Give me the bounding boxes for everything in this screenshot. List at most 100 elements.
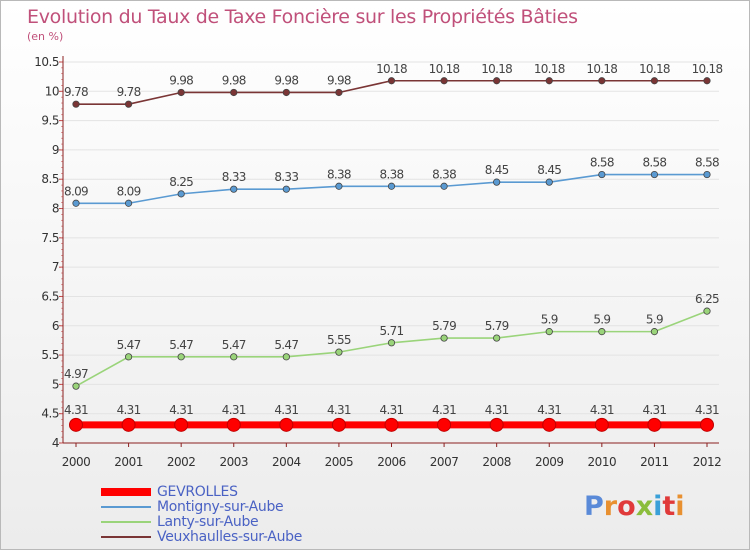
data-point: [650, 77, 659, 85]
data-label: 4.31: [222, 403, 246, 417]
y-tick-label: 10: [45, 84, 59, 98]
x-tick-label: 2002: [167, 455, 196, 469]
data-label: 5.47: [169, 338, 193, 352]
x-tick-label: 2003: [219, 455, 248, 469]
data-label: 10.18: [376, 62, 407, 76]
data-point: [177, 353, 185, 361]
data-label: 5.9: [593, 313, 610, 327]
data-point: [282, 353, 290, 361]
data-point: [650, 170, 659, 179]
data-point: [437, 417, 452, 432]
data-label: 4.31: [695, 403, 719, 417]
data-point: [282, 185, 290, 193]
data-label: 8.38: [380, 167, 404, 181]
data-label: 5.47: [274, 338, 298, 352]
data-point: [647, 417, 662, 432]
data-label: 4.31: [169, 403, 193, 417]
data-label: 4.31: [64, 403, 88, 417]
data-label: 8.25: [169, 175, 193, 189]
x-tick-label: 2007: [430, 455, 459, 469]
y-tick-label: 5.5: [41, 348, 59, 362]
y-tick-label: 7: [52, 260, 59, 274]
data-point: [226, 417, 241, 432]
data-label: 8.33: [222, 170, 246, 184]
chart-title: Evolution du Taux de Taxe Foncière sur l…: [27, 6, 578, 28]
data-point: [124, 100, 133, 108]
data-label: 5.79: [432, 319, 456, 333]
data-label: 8.45: [537, 163, 561, 177]
data-point: [230, 185, 238, 193]
data-point: [493, 334, 501, 342]
data-point: [124, 199, 133, 207]
data-label: 4.31: [590, 403, 614, 417]
y-tick-label: 8.5: [41, 172, 59, 186]
data-label: 10.18: [639, 62, 670, 76]
x-tick-label: 2005: [325, 455, 354, 469]
data-point: [440, 334, 448, 342]
data-point: [598, 77, 606, 85]
data-point: [230, 353, 238, 361]
x-tick-label: 2000: [62, 455, 91, 469]
data-label: 9.98: [327, 73, 351, 87]
data-label: 9.98: [274, 73, 298, 87]
data-point: [387, 182, 396, 190]
data-point: [335, 182, 343, 190]
data-label: 8.58: [695, 156, 719, 170]
data-point: [489, 417, 504, 432]
data-point: [440, 77, 448, 85]
data-point: [279, 417, 294, 432]
data-point: [384, 417, 399, 432]
data-label: 10.18: [586, 62, 617, 76]
data-label: 5.9: [646, 313, 663, 327]
data-point: [69, 417, 83, 432]
legend-label: GEVROLLES: [157, 484, 238, 500]
y-tick-label: 10.5: [34, 55, 59, 69]
data-point: [335, 348, 343, 356]
data-point: [594, 417, 609, 432]
data-label: 4.31: [117, 403, 141, 417]
data-label: 4.31: [380, 403, 404, 417]
legend-swatch: [101, 506, 151, 508]
data-point: [545, 328, 553, 336]
data-label: 4.31: [327, 403, 351, 417]
x-tick-label: 2012: [693, 455, 722, 469]
legend-label: Veuxhaulles-sur-Aube: [157, 529, 303, 545]
data-point: [230, 88, 238, 97]
data-label: 8.45: [485, 163, 509, 177]
y-tick-label: 9.5: [41, 114, 59, 128]
data-point: [493, 77, 501, 85]
data-point: [650, 328, 659, 336]
data-label: 10.18: [481, 62, 512, 76]
legend-swatch: [101, 488, 151, 496]
x-tick-label: 2010: [588, 455, 617, 469]
data-label: 8.33: [274, 170, 298, 184]
data-point: [174, 417, 189, 432]
data-label: 5.79: [485, 319, 509, 333]
y-tick-label: 6: [52, 319, 59, 333]
data-point: [177, 190, 185, 198]
data-point: [598, 170, 606, 179]
data-label: 5.47: [117, 338, 141, 352]
data-label: 4.97: [64, 367, 88, 381]
y-tick-label: 8: [52, 202, 59, 216]
data-point: [331, 417, 346, 432]
data-label: 9.78: [117, 85, 141, 99]
data-label: 4.31: [537, 403, 561, 417]
data-label: 5.55: [327, 333, 351, 347]
data-label: 5.71: [380, 324, 404, 338]
proxiti-logo: Proxiti: [584, 491, 685, 522]
data-point: [703, 307, 711, 315]
x-tick-label: 2006: [377, 455, 406, 469]
data-label: 10.18: [429, 62, 460, 76]
data-point: [440, 182, 448, 190]
data-point: [124, 353, 133, 361]
data-point: [72, 100, 80, 108]
data-label: 4.31: [432, 403, 456, 417]
data-label: 5.9: [541, 313, 558, 327]
data-label: 8.58: [642, 156, 666, 170]
data-point: [387, 339, 396, 347]
data-point: [703, 77, 711, 85]
data-label: 10.18: [692, 62, 723, 76]
